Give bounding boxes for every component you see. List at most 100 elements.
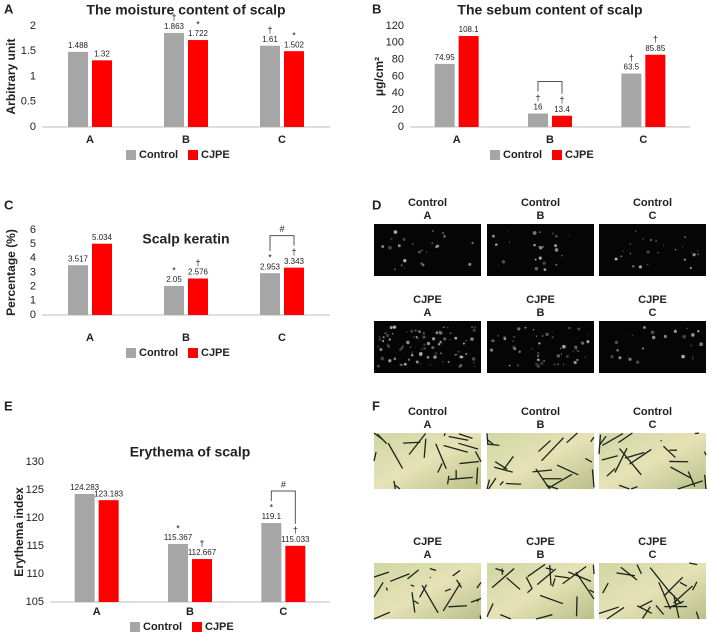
- speck: [406, 331, 408, 333]
- speck: [416, 336, 419, 340]
- speck: [379, 348, 383, 352]
- y-tick-label: 120: [386, 20, 404, 32]
- image-category-label: A: [424, 419, 432, 431]
- speck: [673, 329, 677, 333]
- speck: [545, 332, 549, 337]
- speck: [539, 361, 544, 366]
- hair: [491, 568, 515, 589]
- speck: [414, 329, 417, 332]
- hair: [691, 581, 698, 591]
- hair: [387, 442, 404, 469]
- legend-label: Control: [143, 621, 182, 633]
- hair: [536, 568, 557, 586]
- value-label: 119.1: [262, 512, 282, 521]
- speck: [402, 345, 404, 347]
- speck: [474, 326, 476, 328]
- chart-title: The sebum content of scalp: [457, 2, 642, 18]
- speck: [415, 360, 419, 364]
- value-label: 1.863: [164, 22, 185, 31]
- speck: [681, 245, 684, 248]
- image-background: [599, 433, 706, 489]
- speck: [403, 258, 407, 263]
- legend-label: Control: [503, 149, 542, 161]
- speck: [683, 258, 687, 261]
- bar: [260, 45, 280, 127]
- speck: [542, 246, 544, 248]
- speck: [439, 341, 443, 345]
- value-label: 115.367: [164, 533, 193, 542]
- hair: [548, 473, 573, 489]
- speck: [643, 326, 646, 329]
- image-category-label: C: [649, 307, 657, 319]
- speck: [443, 337, 447, 341]
- hair: [443, 444, 468, 453]
- speck: [412, 243, 414, 245]
- legend-swatch: [192, 622, 202, 632]
- hair: [599, 435, 607, 446]
- bar: [92, 243, 112, 315]
- hair: [618, 448, 642, 476]
- image-category-label: B: [537, 307, 545, 319]
- hair: [539, 594, 564, 605]
- speck: [646, 263, 649, 266]
- speck: [573, 360, 577, 365]
- image-group-label: CJPE: [526, 536, 555, 548]
- hair: [393, 480, 396, 490]
- speck: [682, 334, 687, 339]
- image: [374, 321, 481, 373]
- x-tick-label: C: [278, 134, 286, 146]
- hair: [373, 571, 390, 578]
- speck: [431, 242, 433, 244]
- hair: [589, 589, 595, 593]
- hair: [614, 447, 628, 473]
- speck: [454, 336, 458, 340]
- speck: [537, 246, 539, 248]
- speck: [697, 330, 700, 333]
- speck: [691, 333, 695, 337]
- speck: [503, 335, 507, 339]
- hair: [373, 432, 383, 440]
- value-label: 3.343: [284, 257, 305, 266]
- panel-label: B: [372, 1, 381, 16]
- speck: [512, 345, 516, 350]
- speck: [513, 335, 516, 338]
- hair: [470, 597, 482, 603]
- speck: [423, 343, 426, 346]
- hair: [499, 481, 504, 486]
- hair: [458, 442, 479, 450]
- speck: [410, 353, 414, 357]
- significance-marker: †: [267, 25, 272, 35]
- legend-swatch: [126, 348, 136, 358]
- speck: [460, 364, 463, 367]
- image-background: [487, 224, 594, 276]
- hair: [541, 437, 565, 462]
- hair: [536, 614, 553, 620]
- y-tick-label: 125: [26, 484, 44, 496]
- speck: [614, 257, 618, 261]
- hair: [506, 577, 521, 590]
- speck: [629, 243, 632, 246]
- bar: [285, 545, 306, 602]
- bar: [528, 113, 548, 127]
- hair: [408, 433, 427, 456]
- speck: [626, 356, 629, 358]
- hair: [419, 584, 428, 598]
- y-tick-label: 115: [26, 540, 44, 552]
- image-background: [599, 321, 706, 373]
- speck: [470, 337, 474, 341]
- image-category-label: A: [424, 549, 432, 561]
- speck: [418, 250, 421, 254]
- image-background: [599, 224, 706, 276]
- bar: [434, 63, 455, 127]
- speck: [419, 363, 422, 365]
- speck: [400, 264, 403, 267]
- value-label: 3.517: [68, 254, 89, 263]
- hair: [649, 567, 672, 594]
- y-tick-label: 80: [392, 54, 404, 66]
- hair: [532, 469, 552, 473]
- y-tick-label: 0: [30, 309, 36, 321]
- speck: [536, 352, 540, 355]
- hair: [592, 564, 595, 575]
- speck: [403, 362, 407, 366]
- speck: [447, 326, 449, 329]
